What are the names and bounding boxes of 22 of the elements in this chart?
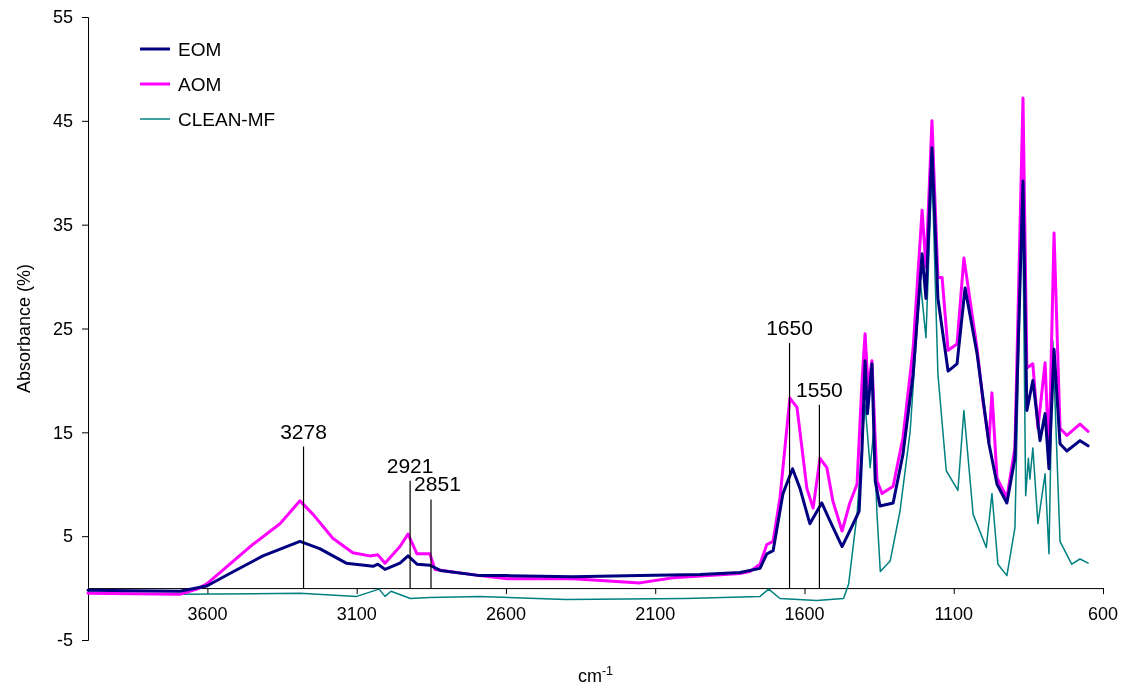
x-tick-label: 3600 [187,604,228,624]
y-tick-label: 35 [52,214,73,235]
legend-label: AOM [178,74,222,95]
y-tick-label: -5 [56,630,73,651]
x-axis-title: cm$^{-1}$ [577,664,614,686]
x-tick-label: 1100 [934,604,974,624]
x-tick-label: 1600 [784,604,825,624]
y-tick-label: 15 [52,422,73,443]
ref-line-label: 1650 [766,316,813,340]
y-axis-title: Absorbance (%) [14,263,34,394]
x-tick-label: 2100 [635,604,676,624]
y-tick-label: 25 [52,318,73,339]
legend-label: EOM [178,39,222,60]
y-tick-label: 5 [62,526,73,547]
x-tick-label: 600 [1087,604,1119,624]
y-tick-label: 55 [52,7,73,28]
ref-line-label: 1550 [796,377,843,401]
y-tick-label: 45 [52,111,73,132]
legend-label: CLEAN-MF [178,109,276,130]
x-tick-label: 3100 [336,604,377,624]
ref-line-label: 3278 [280,419,327,443]
x-tick-label: 2600 [485,604,526,624]
